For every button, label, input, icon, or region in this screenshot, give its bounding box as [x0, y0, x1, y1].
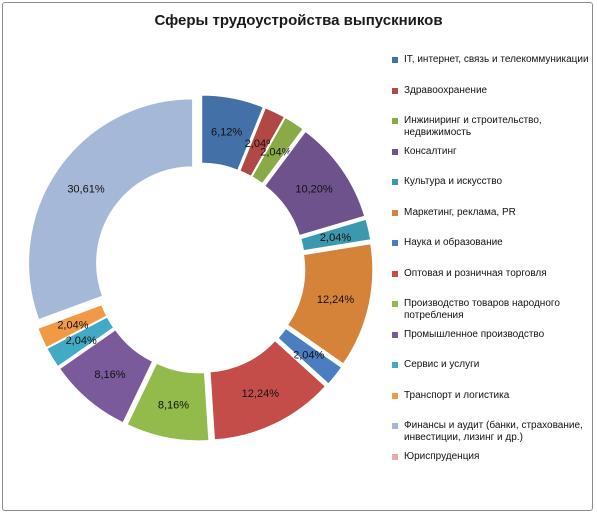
legend-swatch	[392, 179, 398, 185]
pie-slice	[46, 316, 115, 368]
data-label: 6,12%	[211, 127, 242, 139]
data-label: 2,04%	[260, 147, 291, 159]
pie-slice	[264, 130, 366, 237]
pie-slice	[277, 327, 343, 385]
data-label: 30,61%	[67, 184, 105, 196]
pie-slice	[126, 362, 210, 442]
legend-label: Сервис и услуги	[404, 359, 480, 370]
pie-slice	[201, 94, 264, 171]
legend-swatch	[392, 209, 398, 216]
legend-label: Культура и искусство	[404, 176, 503, 187]
legend-label: IT, интернет, связь и телекоммуникации	[404, 54, 589, 65]
legend-swatch	[392, 118, 398, 124]
pie-slice	[300, 218, 372, 252]
legend-label: Промышленное производство	[404, 328, 545, 340]
data-label: 2,04%	[293, 350, 324, 362]
chart-area	[2, 2, 593, 511]
legend-label: Маркетинг, реклама, PR	[404, 206, 516, 218]
data-label: 8,16%	[94, 369, 125, 381]
legend-swatch	[392, 57, 398, 63]
pie-slice	[37, 304, 108, 349]
chart-title: Сферы трудоустройства выпускников	[154, 12, 443, 29]
legend-label: Консалтинг	[404, 145, 457, 157]
pie-slice	[28, 98, 194, 321]
legend-label: Оптовая и розничная торговля	[404, 267, 547, 279]
legend-label: Наука и образование	[404, 237, 503, 248]
legend-swatch	[392, 270, 398, 277]
legend-label: Финансы и аудит (банки, страхование, инв…	[404, 420, 583, 443]
data-label: 10,20%	[295, 183, 333, 195]
legend-swatch	[392, 301, 398, 307]
legend-swatch	[392, 331, 398, 338]
legend-swatch	[392, 148, 398, 155]
data-label: 12,24%	[242, 388, 280, 400]
data-label: 2,04%	[57, 319, 88, 331]
legend-label: Производство товаров народного потреблен…	[404, 298, 560, 321]
legend-swatch	[392, 392, 398, 399]
legend-swatch	[392, 240, 398, 246]
pie-slice	[209, 339, 327, 441]
pie-slice	[59, 329, 154, 424]
data-label: 12,24%	[317, 294, 355, 306]
legend-swatch	[392, 423, 398, 429]
legend-swatch	[392, 87, 398, 94]
data-label: 2,04%	[245, 138, 276, 150]
pie-slice	[251, 116, 304, 185]
data-label: 8,16%	[158, 399, 189, 411]
data-label: 2,04%	[320, 232, 351, 244]
legend-label: Транспорт и логистика	[404, 389, 510, 401]
legend-swatch	[392, 362, 398, 368]
legend-label: Инжиниринг и строительство, недвижимость	[404, 115, 542, 138]
pie-slice	[286, 243, 374, 365]
legend-swatch	[392, 453, 398, 460]
pie-slice	[239, 107, 286, 177]
legend-label: Здравоохранение	[404, 84, 488, 96]
data-label: 2,04%	[66, 335, 97, 347]
legend-label: Юриспруденция	[404, 450, 480, 462]
